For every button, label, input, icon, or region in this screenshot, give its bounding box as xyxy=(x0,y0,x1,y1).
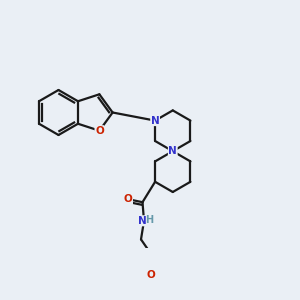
Text: N: N xyxy=(168,146,177,156)
Text: O: O xyxy=(146,270,155,280)
Text: O: O xyxy=(124,194,133,204)
Text: H: H xyxy=(145,215,154,225)
Text: N: N xyxy=(138,216,147,226)
Text: N: N xyxy=(151,116,160,126)
Text: O: O xyxy=(95,126,104,136)
